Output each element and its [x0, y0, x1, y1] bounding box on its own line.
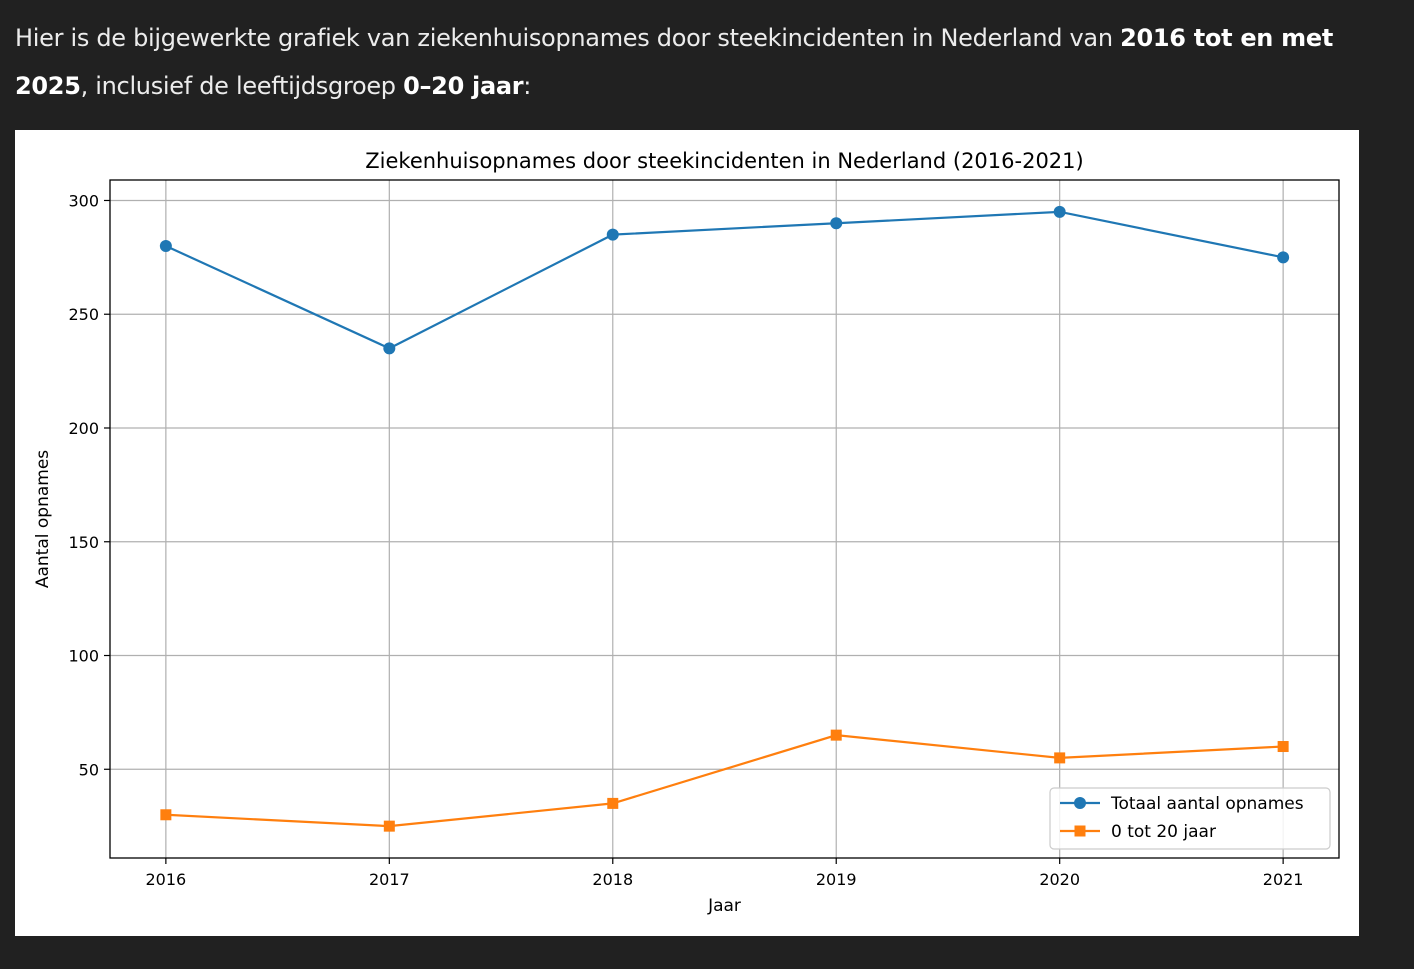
data-point [606, 228, 619, 241]
y-tick-label: 150 [68, 533, 99, 552]
line-chart: 2016 2017 2018 2019 2020 2021 50 100 150 200 250 30… [33, 149, 1340, 916]
data-point [1054, 752, 1066, 764]
x-tick-label: 2016 [146, 870, 187, 889]
legend-box [1049, 787, 1331, 850]
data-point [383, 820, 395, 832]
message-text-2: , inclusief de leeftijdsgroep [80, 72, 404, 100]
series-line [165, 210, 1284, 350]
y-tick-label: 200 [68, 419, 99, 438]
x-tick-label: 2020 [1039, 870, 1080, 889]
x-axis-label: Jaar [707, 896, 741, 916]
chart-title: Ziekenhuisopnames door steekincidenten i… [365, 149, 1083, 173]
legend-label: Totaal aantal opnames [1110, 794, 1304, 814]
x-tick-label: 2017 [369, 870, 410, 889]
plot-frame [109, 179, 1340, 859]
y-tick-label: 50 [79, 760, 99, 779]
data-point [160, 809, 172, 821]
x-tick-label: 2019 [816, 870, 857, 889]
message-bold-age-group: 0–20 jaar [403, 72, 524, 100]
x-tick-label: 2018 [592, 870, 633, 889]
series-line [165, 734, 1284, 828]
data-point [607, 797, 619, 809]
legend-marker [1074, 825, 1086, 837]
message-text-1: Hier is de bijgewerkte grafiek van zieke… [15, 24, 1121, 52]
chart-image: 2016 2017 2018 2019 2020 2021 50 100 150 200 250 30… [15, 130, 1359, 936]
legend-entry: Totaal aantal opnames [1060, 794, 1304, 814]
message-text-3: : [523, 72, 532, 100]
data-point [383, 342, 396, 355]
series-0 [159, 205, 1290, 355]
message-bold-period: 2016 tot en met 2025 [15, 24, 1333, 100]
x-tick-label: 2021 [1263, 870, 1304, 889]
y-tick-label: 250 [68, 305, 99, 324]
data-point [830, 729, 842, 741]
legend-entry: 0 tot 20 jaar [1060, 822, 1216, 842]
assistant-message: Hier is de bijgewerkte grafiek van zieke… [15, 14, 1355, 110]
data-point [1277, 741, 1289, 753]
y-tick-label: 100 [68, 647, 99, 666]
y-tick-label: 300 [68, 191, 99, 210]
legend-marker [1074, 797, 1086, 809]
series-1 [160, 729, 1289, 832]
data-point [1277, 251, 1290, 264]
data-point [1053, 205, 1066, 218]
chart-legend: Totaal aantal opnames 0 tot 20 jaar [1049, 787, 1331, 850]
data-point [159, 239, 172, 252]
y-axis-label: Aantal opnames [33, 450, 53, 588]
legend-label: 0 tot 20 jaar [1111, 822, 1216, 842]
data-point [830, 217, 843, 230]
